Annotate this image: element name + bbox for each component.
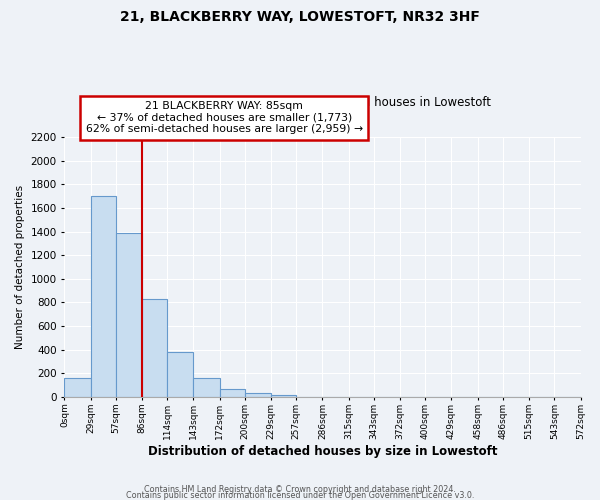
Y-axis label: Number of detached properties: Number of detached properties (15, 185, 25, 349)
Text: Contains HM Land Registry data © Crown copyright and database right 2024.: Contains HM Land Registry data © Crown c… (144, 484, 456, 494)
Bar (167, 352, 193, 397)
Bar (91, 196, 116, 397)
Bar (193, 378, 220, 397)
Text: 21 BLACKBERRY WAY: 85sqm
← 37% of detached houses are smaller (1,773)
62% of sem: 21 BLACKBERRY WAY: 85sqm ← 37% of detach… (86, 102, 363, 134)
Title: Size of property relative to detached houses in Lowestoft: Size of property relative to detached ho… (154, 96, 491, 110)
Bar (142, 299, 167, 397)
X-axis label: Distribution of detached houses by size in Lowestoft: Distribution of detached houses by size … (148, 444, 497, 458)
Bar (271, 394, 296, 397)
Text: Contains public sector information licensed under the Open Government Licence v3: Contains public sector information licen… (126, 490, 474, 500)
Bar (245, 394, 271, 397)
Text: 21, BLACKBERRY WAY, LOWESTOFT, NR32 3HF: 21, BLACKBERRY WAY, LOWESTOFT, NR32 3HF (120, 10, 480, 24)
Bar (220, 390, 245, 397)
Bar (64, 378, 91, 397)
Bar (116, 233, 142, 397)
